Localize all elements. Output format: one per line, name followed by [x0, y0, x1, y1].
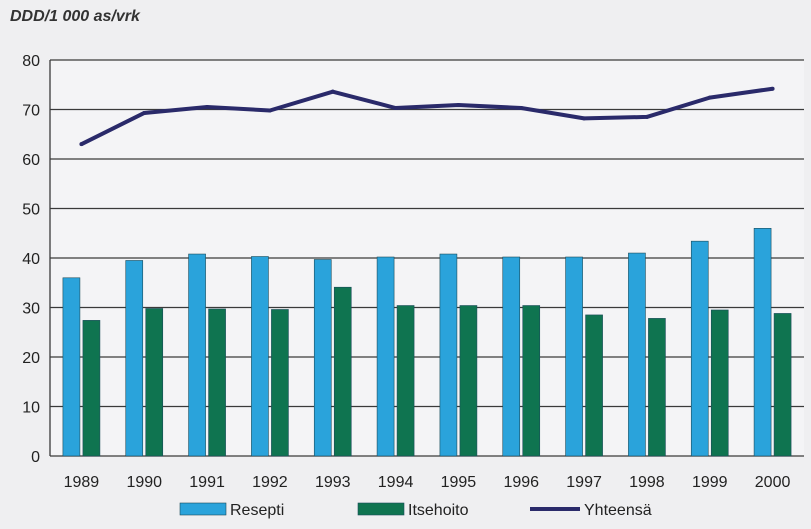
line-point — [79, 142, 84, 147]
bar-resepti-1999 — [690, 240, 709, 457]
y-tick-label: 40 — [22, 251, 40, 268]
x-tick-label: 1994 — [378, 474, 414, 491]
x-tick-label: 1992 — [252, 474, 288, 491]
x-tick-label: 1995 — [441, 474, 477, 491]
x-tick-label: 1999 — [692, 474, 728, 491]
line-point — [393, 106, 398, 111]
bar-itsehoito-1998 — [648, 318, 666, 457]
x-tick-label: 1997 — [566, 474, 602, 491]
x-tick-label: 2000 — [755, 474, 791, 491]
bar-resepti-1998 — [628, 252, 646, 457]
y-tick-label: 80 — [22, 53, 40, 70]
y-tick-label: 30 — [22, 301, 40, 318]
x-tick-label: 1990 — [126, 474, 162, 491]
line-point — [205, 105, 210, 110]
bar-resepti-1991 — [188, 253, 206, 457]
x-tick-label: 1998 — [629, 474, 665, 491]
bar-resepti-1995 — [439, 253, 458, 457]
legend-label-yhteensä: Yhteensä — [584, 502, 652, 519]
line-point — [519, 106, 524, 111]
legend-label-itsehoito: Itsehoito — [408, 502, 469, 519]
line-point — [456, 103, 461, 108]
x-tick-label: 1991 — [189, 474, 225, 491]
line-point — [330, 89, 335, 94]
legend-swatch-resepti — [179, 502, 227, 516]
x-tick-label: 1989 — [64, 474, 100, 491]
bar-itsehoito-1990 — [145, 308, 164, 457]
bar-itsehoito-1993 — [333, 286, 352, 457]
line-point — [582, 116, 587, 121]
line-point — [770, 86, 775, 91]
legend-label-resepti: Resepti — [230, 502, 284, 519]
line-point — [707, 95, 712, 100]
y-axis-unit-label: DDD/1 000 as/vrk — [10, 8, 140, 25]
bar-resepti-1992 — [251, 256, 269, 457]
y-tick-label: 0 — [31, 449, 40, 466]
bar-resepti-1993 — [313, 259, 332, 457]
legend-swatch-itsehoito — [357, 502, 405, 516]
y-tick-label: 60 — [22, 152, 40, 169]
y-tick-label: 20 — [22, 350, 40, 367]
x-tick-label: 1996 — [503, 474, 539, 491]
bar-resepti-2000 — [753, 228, 772, 457]
x-tick-label: 1993 — [315, 474, 351, 491]
bar-itsehoito-1997 — [585, 314, 603, 457]
bar-resepti-1994 — [376, 256, 395, 457]
bar-resepti-1997 — [565, 256, 583, 457]
bar-itsehoito-1991 — [208, 308, 226, 457]
line-point — [142, 110, 147, 115]
bar-resepti-1989 — [62, 277, 81, 457]
bar-itsehoito-1994 — [396, 305, 415, 457]
bar-itsehoito-1992 — [271, 309, 289, 457]
bar-itsehoito-1995 — [459, 305, 478, 457]
y-tick-label: 10 — [22, 400, 40, 417]
bar-itsehoito-1996 — [522, 305, 541, 457]
line-yhteensä — [80, 86, 773, 146]
line-point — [644, 114, 649, 119]
bar-itsehoito-1989 — [82, 320, 101, 457]
bar-resepti-1996 — [502, 256, 521, 457]
y-tick-label: 50 — [22, 202, 40, 219]
y-tick-label: 70 — [22, 103, 40, 120]
bar-itsehoito-1999 — [710, 309, 729, 457]
bar-resepti-1990 — [125, 260, 144, 457]
bar-itsehoito-2000 — [773, 313, 792, 457]
line-point — [267, 108, 272, 113]
